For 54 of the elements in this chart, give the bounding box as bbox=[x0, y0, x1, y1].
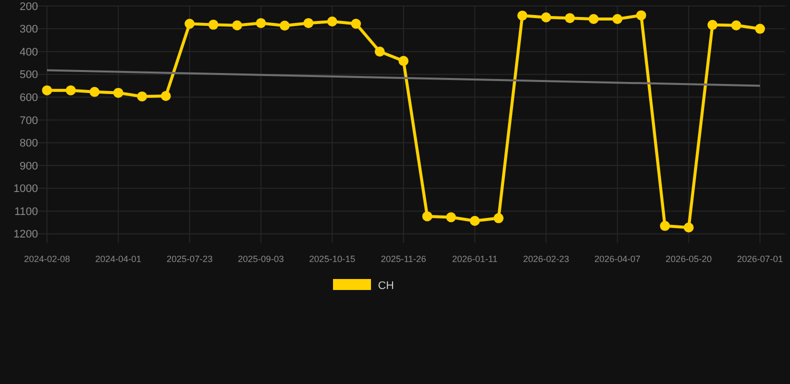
x-tick-label: 2026-05-20 bbox=[666, 254, 712, 264]
point bbox=[160, 91, 171, 102]
y-tick-label: 800 bbox=[20, 138, 38, 150]
point bbox=[113, 88, 124, 98]
point bbox=[755, 24, 765, 34]
point bbox=[707, 20, 718, 30]
x-tick-label: 2024-04-01 bbox=[95, 254, 142, 264]
point bbox=[208, 20, 218, 30]
point bbox=[494, 213, 504, 224]
point bbox=[588, 14, 599, 24]
point bbox=[470, 216, 480, 226]
x-tick-label: 2025-09-03 bbox=[238, 254, 284, 264]
x-tick-label: 2025-07-23 bbox=[166, 254, 213, 264]
point bbox=[541, 12, 552, 22]
y-tick-label: 700 bbox=[20, 114, 38, 127]
y-tick-label: 1100 bbox=[14, 206, 38, 218]
x-tick-label: 2026-02-23 bbox=[523, 254, 570, 264]
point bbox=[327, 16, 338, 26]
y-tick-label: 500 bbox=[20, 69, 38, 82]
y-tick-label: 1000 bbox=[14, 183, 38, 196]
point bbox=[422, 211, 432, 222]
x-tick-label: 2024-02-08 bbox=[24, 254, 70, 264]
point bbox=[564, 13, 575, 24]
y-tick-label: 600 bbox=[20, 92, 38, 104]
point bbox=[66, 85, 76, 96]
x-tick-label: 2026-07-01 bbox=[736, 254, 784, 264]
point bbox=[42, 85, 52, 96]
x-tick-label: 2026-01-11 bbox=[452, 254, 498, 264]
point bbox=[684, 222, 694, 233]
y-tick-label: 200 bbox=[20, 0, 38, 13]
y-tick-label: 900 bbox=[20, 160, 38, 172]
y-tick-label: 300 bbox=[20, 24, 38, 36]
point bbox=[232, 20, 242, 30]
y-tick-label: 1200 bbox=[14, 228, 38, 241]
point bbox=[636, 10, 646, 20]
point bbox=[184, 18, 195, 29]
point bbox=[280, 20, 290, 31]
point bbox=[446, 212, 456, 222]
x-tick-label: 2025-11-26 bbox=[380, 254, 426, 264]
x-tick-label: 2026-04-07 bbox=[594, 254, 640, 264]
point bbox=[90, 86, 100, 97]
point bbox=[374, 46, 385, 57]
point bbox=[137, 91, 148, 102]
point bbox=[517, 10, 528, 21]
y-tick-label: 400 bbox=[20, 46, 38, 58]
point bbox=[398, 56, 408, 66]
point bbox=[256, 18, 266, 28]
x-tick-label: 2025-10-15 bbox=[309, 254, 356, 264]
point bbox=[350, 18, 361, 29]
legend-label: CH bbox=[378, 280, 394, 292]
point bbox=[303, 18, 314, 28]
point bbox=[612, 14, 622, 24]
point bbox=[731, 20, 742, 30]
point bbox=[660, 220, 670, 231]
